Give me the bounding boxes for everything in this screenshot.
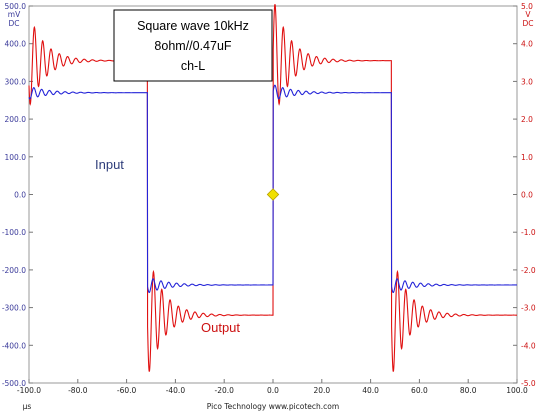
annotation-box: [113, 9, 273, 82]
right-tick-label: 4.0: [521, 40, 533, 49]
right-tick-label: 3.0: [521, 77, 533, 86]
input-series-label: Input: [95, 157, 124, 172]
output-series-label: Output: [201, 320, 240, 335]
right-tick-label: 2.0: [521, 115, 533, 124]
right-tick-label: -5.0: [521, 379, 536, 388]
x-tick-label: -80.0: [68, 386, 88, 395]
left-tick-label: 500.0: [5, 2, 27, 11]
footer-credit: Pico Technology www.picotech.com: [207, 402, 339, 411]
left-tick-label: -300.0: [2, 304, 26, 313]
left-axis-unit-top: mV: [8, 10, 21, 19]
right-tick-label: 5.0: [521, 2, 533, 11]
trigger-marker: [266, 188, 280, 201]
left-tick-label: -400.0: [2, 341, 26, 350]
x-tick-label: 100.0: [506, 386, 528, 395]
x-tick-label: -60.0: [117, 386, 137, 395]
left-tick-label: -100.0: [2, 228, 26, 237]
right-tick-label: -4.0: [521, 341, 536, 350]
x-tick-label: -100.0: [17, 386, 41, 395]
left-tick-label: 400.0: [5, 40, 27, 49]
x-tick-label: 0.0: [267, 386, 279, 395]
right-tick-label: 1.0: [521, 153, 533, 162]
x-axis-ticks: -100.0 -80.0 -60.0 -40.0 -20.0 0.0 20.0 40.0 60.…: [17, 379, 528, 395]
x-tick-label: 60.0: [411, 386, 428, 395]
left-tick-label: -500.0: [2, 379, 26, 388]
right-axis-unit-top: V: [525, 10, 531, 19]
left-axis-unit-bottom: DC: [8, 19, 19, 28]
left-tick-label: 0.0: [14, 191, 26, 200]
left-tick-label: 300.0: [5, 77, 27, 86]
x-tick-label: -40.0: [166, 386, 186, 395]
right-tick-label: 0.0: [521, 191, 533, 200]
left-axis-ticks: 500.0 400.0 300.0 200.0 100.0 0.0 -100.0 -200.0…: [2, 2, 33, 388]
x-axis-unit: µs: [23, 402, 32, 411]
left-tick-label: 100.0: [5, 153, 27, 162]
left-tick-label: -200.0: [2, 266, 26, 275]
x-tick-label: 80.0: [460, 386, 477, 395]
series-line-input: [28, 84, 517, 294]
right-tick-label: -1.0: [521, 228, 536, 237]
right-axis-unit-bottom: DC: [522, 19, 533, 28]
x-tick-label: -20.0: [214, 386, 234, 395]
chart-title-line-1: Square wave 10kHz: [137, 19, 249, 33]
chart-title-line-3: ch-L: [181, 59, 205, 73]
left-tick-label: 200.0: [5, 115, 27, 124]
x-tick-label: 20.0: [313, 386, 330, 395]
chart-title-line-2: 8ohm//0.47uF: [154, 39, 231, 53]
series-line-output: [28, 4, 517, 372]
right-axis-ticks: 5.0 4.0 3.0 2.0 1.0 0.0 -1.0 -2.0 -3.0 -4.0 -5.0: [513, 2, 536, 388]
x-tick-label: 40.0: [362, 386, 379, 395]
right-tick-label: -2.0: [521, 266, 536, 275]
right-tick-label: -3.0: [521, 304, 536, 313]
traces: [28, 4, 517, 372]
